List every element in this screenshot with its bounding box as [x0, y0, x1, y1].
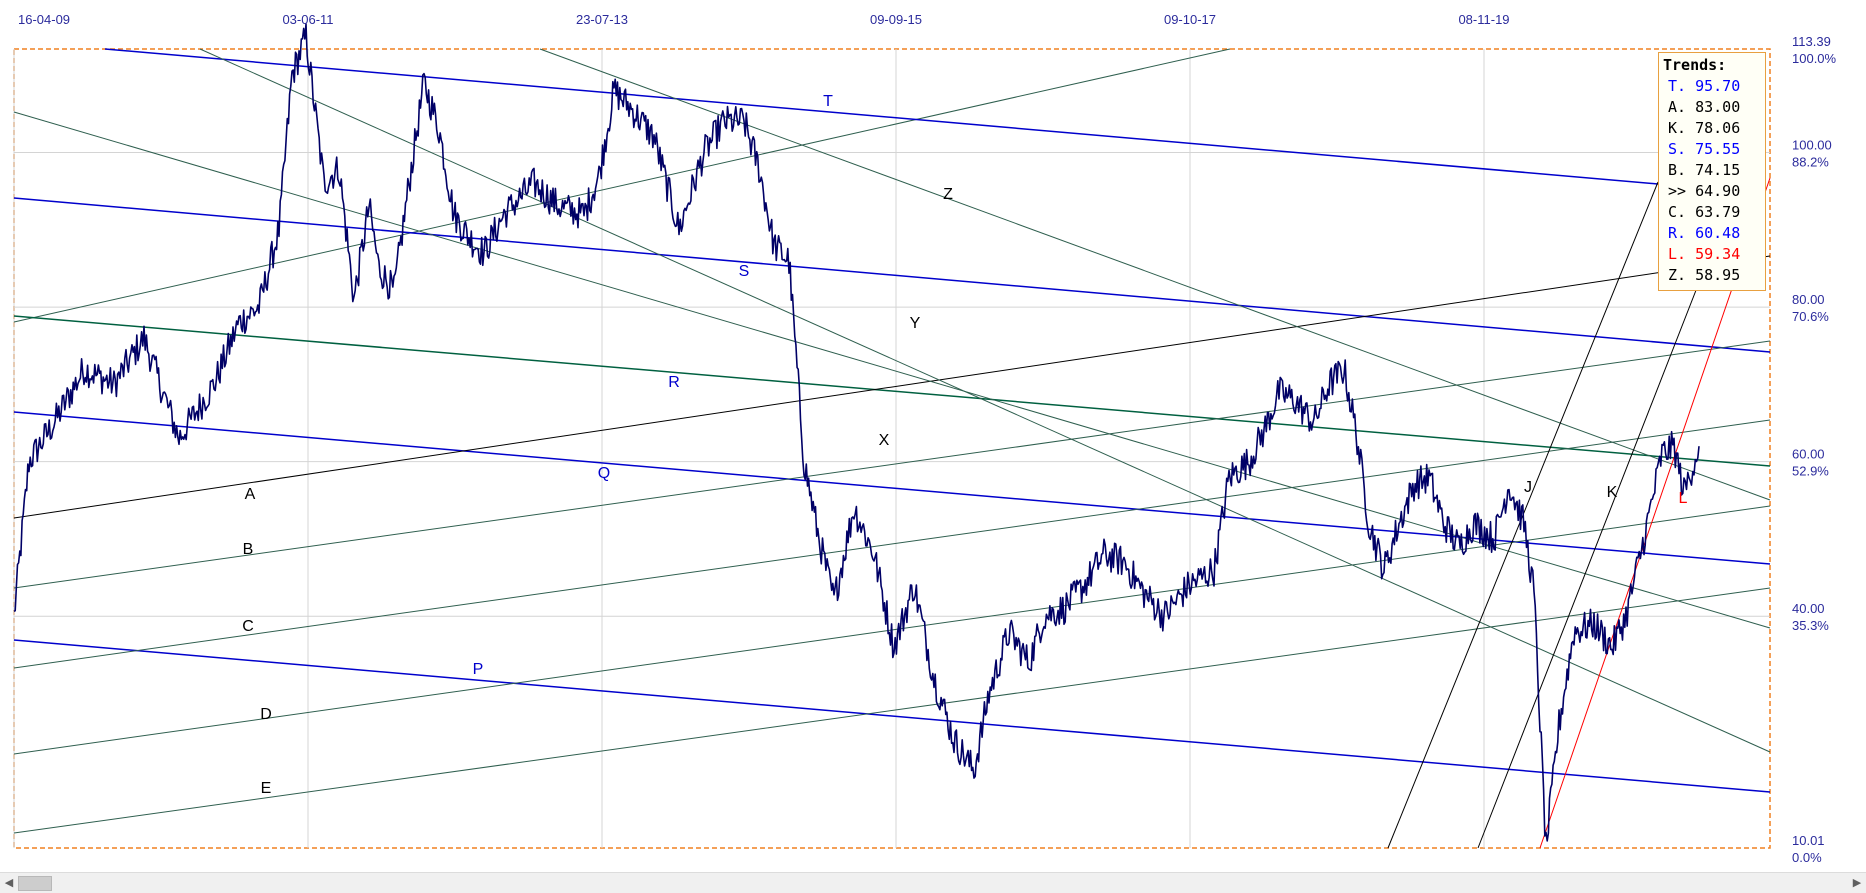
legend-title: Trends:	[1663, 56, 1727, 74]
x-tick-label: 03-06-11	[282, 12, 333, 27]
trend-label-k: K	[1607, 484, 1618, 501]
legend-row: B. 74.15	[1668, 161, 1741, 179]
y-axis-ticks: 113.39 100.0% 100.00 88.2% 80.00 70.6% 60.00 52…	[1792, 34, 1837, 865]
y-tick-percent: 0.0%	[1792, 850, 1822, 865]
y-tick-value: 100.00	[1792, 137, 1832, 152]
trend-label-d: D	[260, 706, 272, 723]
trend-label-r: R	[668, 374, 680, 391]
x-tick-label: 08-11-19	[1458, 12, 1509, 27]
trend-line-extra	[13, 48, 1231, 323]
trends-legend: Trends: T. 95.70 A. 83.00 K. 78.06 S. 75.55…	[1658, 52, 1766, 291]
trend-lines	[13, 48, 1771, 849]
trend-line-y	[199, 48, 1771, 753]
x-tick-label: 23-07-13	[576, 12, 628, 27]
trend-line-c	[13, 419, 1771, 669]
scroll-right-icon[interactable]: ▶	[1852, 877, 1862, 889]
trend-label-a: A	[245, 486, 256, 503]
legend-row: C. 63.79	[1668, 203, 1741, 221]
y-tick-percent: 35.3%	[1792, 618, 1829, 633]
legend-row: T. 95.70	[1668, 77, 1741, 95]
trend-line-q	[13, 411, 1771, 565]
x-axis-ticks: 16-04-09 03-06-11 23-07-13 09-09-15 09-10-17…	[18, 12, 1510, 27]
price-series	[13, 23, 1700, 842]
y-tick-percent: 88.2%	[1792, 154, 1829, 169]
x-tick-label: 16-04-09	[18, 12, 70, 27]
legend-row: A. 83.00	[1668, 98, 1741, 116]
trend-label-s: S	[739, 263, 750, 280]
legend-row: L. 59.34	[1668, 245, 1741, 263]
legend-row: Z. 58.95	[1668, 266, 1741, 284]
price-line	[13, 23, 1700, 842]
trend-label-x: X	[879, 432, 890, 449]
trend-label-p: P	[473, 661, 484, 678]
trend-line-b	[13, 340, 1771, 589]
scroll-left-icon[interactable]: ◀	[4, 877, 14, 889]
y-tick-value: 80.00	[1792, 292, 1825, 307]
trend-chart: T S R Q P A B C D E X Y Z J K L 16-04-09 03-06-11 23-07-1…	[13, 12, 1837, 865]
trend-line-s	[13, 197, 1771, 353]
trend-line-t	[104, 48, 1659, 185]
y-tick-value: 113.39	[1792, 34, 1831, 49]
grid	[13, 49, 1770, 848]
trend-label-y: Y	[910, 315, 921, 332]
y-tick-value: 60.00	[1792, 447, 1825, 462]
trend-line-p	[13, 639, 1771, 793]
trend-label-e: E	[261, 780, 272, 797]
y-tick-value: 40.00	[1792, 601, 1825, 616]
trend-label-c: C	[242, 618, 254, 635]
trend-line-a	[13, 255, 1771, 519]
scrollbar-thumb[interactable]	[18, 876, 52, 891]
y-tick-percent: 70.6%	[1792, 309, 1829, 324]
trend-label-z: Z	[943, 186, 953, 203]
legend-rows: T. 95.70 A. 83.00 K. 78.06 S. 75.55 B. 74.15…	[1659, 76, 1765, 286]
trend-label-j: J	[1524, 479, 1532, 496]
trend-label-l: L	[1679, 490, 1688, 507]
trend-label-b: B	[243, 541, 254, 558]
trend-labels: T S R Q P A B C D E X Y Z J K L	[242, 93, 1687, 797]
y-tick-percent: 52.9%	[1792, 464, 1829, 479]
x-tick-label: 09-09-15	[870, 12, 922, 27]
y-tick-value: 10.01	[1792, 833, 1825, 848]
trend-label-t: T	[823, 93, 833, 110]
plot-frame	[13, 48, 1771, 849]
trend-line-r	[13, 315, 1771, 467]
legend-row: S. 75.55	[1668, 140, 1741, 158]
trend-line-k	[1477, 279, 1701, 849]
trend-line-x	[13, 111, 1771, 629]
y-tick-percent: 100.0%	[1792, 51, 1837, 66]
x-tick-label: 09-10-17	[1164, 12, 1216, 27]
horizontal-scrollbar[interactable]: ◀ ▶	[0, 872, 1866, 893]
legend-row: >> 64.90	[1668, 182, 1741, 200]
trend-label-q: Q	[598, 465, 610, 482]
legend-row: K. 78.06	[1668, 119, 1741, 137]
legend-row: R. 60.48	[1668, 224, 1741, 242]
